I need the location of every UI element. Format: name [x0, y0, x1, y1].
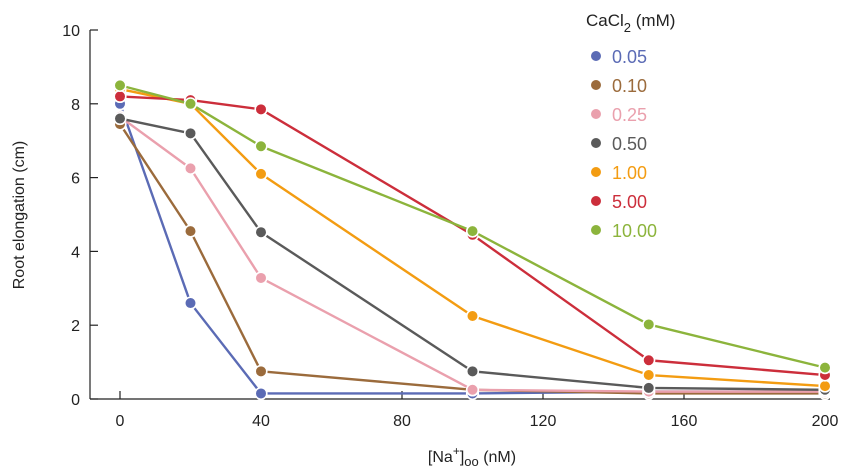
data-point [183, 126, 198, 140]
series-line [118, 123, 825, 395]
data-point [818, 361, 832, 375]
data-point [465, 309, 480, 323]
legend-item-0.10: 0.10 [589, 76, 647, 96]
x-tick-label: 0 [116, 413, 125, 430]
data-point [254, 271, 268, 285]
data-point [254, 139, 268, 153]
data-point [254, 364, 268, 378]
series-line [118, 103, 825, 395]
series-0.25 [113, 110, 832, 399]
legend-label: 0.50 [612, 134, 647, 154]
data-point [254, 386, 268, 401]
data-point [465, 364, 480, 378]
y-tick-label: 4 [71, 244, 80, 261]
series-10.00 [113, 78, 832, 375]
series-0.10 [113, 117, 832, 401]
legend-label: 0.10 [612, 76, 647, 96]
data-point [183, 97, 198, 111]
data-point [465, 224, 480, 238]
x-axis-title: [Na+]oo (nM) [428, 444, 516, 469]
series-0.50 [113, 111, 832, 397]
legend: CaCl2 (mM) 0.05 0.10 0.25 0.50 1.00 5.00 10.00 [586, 11, 675, 241]
data-point [254, 167, 268, 181]
data-point [113, 111, 127, 126]
data-point [818, 379, 832, 393]
legend-label: 0.25 [612, 105, 647, 125]
legend-item-0.50: 0.50 [589, 134, 647, 154]
data-point [254, 225, 268, 239]
data-point [642, 368, 656, 382]
legend-label: 1.00 [612, 163, 647, 183]
legend-marker [589, 194, 603, 208]
legend-marker [589, 78, 603, 92]
legend-marker [589, 136, 603, 150]
legend-marker [589, 107, 603, 121]
legend-marker [589, 223, 603, 237]
series-0.05 [113, 97, 832, 401]
legend-item-0.05: 0.05 [589, 47, 647, 67]
series-line [119, 115, 825, 393]
data-point [642, 317, 656, 332]
x-tick-label: 40 [252, 413, 270, 430]
y-tick-label: 8 [71, 97, 80, 114]
data-point [254, 102, 268, 116]
legend-item-10.00: 10.00 [589, 221, 657, 241]
series-layer [113, 78, 832, 401]
x-tick-label: 80 [393, 413, 411, 430]
legend-label: 0.05 [612, 47, 647, 67]
legend-item-1.00: 1.00 [589, 163, 647, 183]
y-tick-label: 6 [71, 171, 80, 188]
y-tick-label: 0 [71, 392, 80, 409]
legend-marker [589, 165, 603, 179]
legend-title: CaCl2 (mM) [586, 11, 675, 35]
legend-marker [589, 49, 603, 63]
data-point [642, 353, 656, 367]
series-line [119, 84, 826, 369]
data-point [183, 296, 198, 310]
y-tick-label: 2 [71, 318, 80, 335]
x-tick-label: 200 [812, 413, 839, 430]
data-point [113, 78, 127, 92]
x-tick-label: 120 [530, 413, 557, 430]
axes: 0 2 4 6 8 10 0 40 80 120 160 200 [62, 23, 838, 430]
legend-label: 5.00 [612, 192, 647, 212]
data-point [183, 161, 198, 175]
data-point [465, 383, 480, 397]
data-point [183, 224, 198, 238]
y-tick-label: 10 [62, 23, 80, 40]
x-tick-label: 160 [671, 413, 698, 430]
legend-label: 10.00 [612, 221, 657, 241]
y-axis-title: Root elongation (cm) [11, 141, 28, 290]
data-point [642, 381, 656, 395]
data-point [113, 89, 127, 104]
legend-item-0.25: 0.25 [589, 105, 647, 125]
legend-item-5.00: 5.00 [589, 192, 647, 212]
series-line [119, 117, 826, 391]
